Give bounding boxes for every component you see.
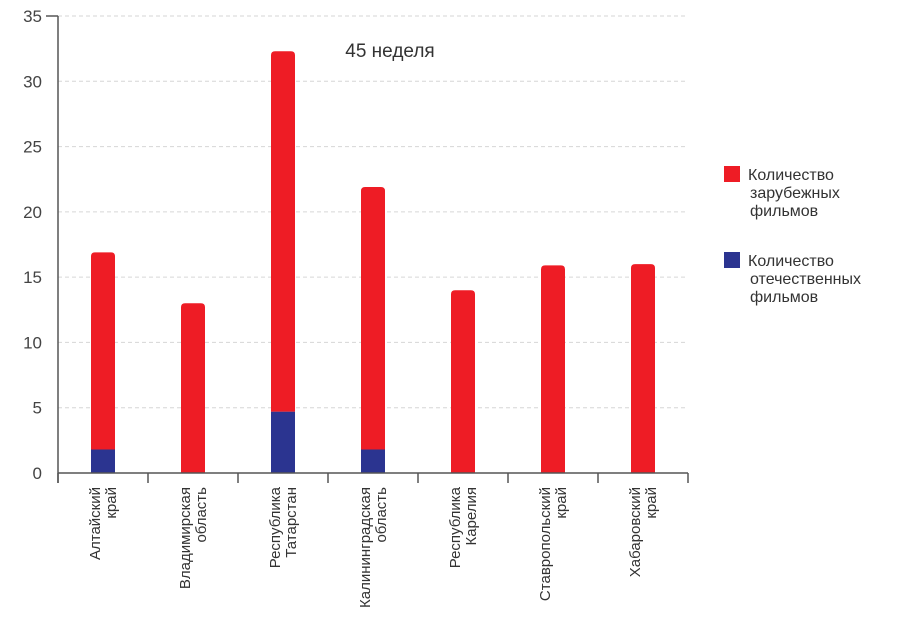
y-tick-label: 30 — [23, 72, 42, 91]
category-label-line: край — [103, 487, 120, 519]
bar-segment — [271, 51, 295, 412]
bar-segment — [451, 290, 475, 473]
y-tick-label: 25 — [23, 138, 42, 157]
category-label-line: Алтайский — [87, 487, 104, 560]
legend-label: Количество — [748, 253, 834, 270]
legend-label: Количество — [748, 167, 834, 184]
x-category-labels: Алтайский край Владимирская область Республи… — [87, 486, 660, 608]
legend-label: фильмов — [750, 289, 818, 306]
y-tick-label: 15 — [23, 268, 42, 287]
category-label: Республика Татарстан — [267, 486, 300, 568]
category-label-line: Республика — [447, 486, 464, 568]
bar-segment — [91, 449, 115, 473]
bar-segment — [181, 303, 205, 473]
legend: КоличествозарубежныхфильмовКоличествооте… — [724, 166, 861, 306]
category-label-line: Хабаровский — [627, 487, 644, 577]
bar-segment — [361, 187, 385, 450]
category-label: Владимирская область — [177, 487, 210, 589]
category-label-line: Республика — [267, 486, 284, 568]
bar-segment — [541, 265, 565, 473]
category-label-line: область — [373, 487, 390, 543]
legend-swatch — [724, 252, 740, 268]
category-label-line: край — [643, 487, 660, 519]
bars — [91, 51, 655, 473]
axes — [46, 15, 689, 483]
category-label-line: область — [193, 487, 210, 543]
y-tick-label: 0 — [33, 464, 42, 483]
y-tick-labels: 0 5 10 15 20 25 30 35 — [23, 7, 42, 483]
category-label: Республика Карелия — [447, 486, 480, 568]
category-label-line: Калининградская — [357, 487, 374, 608]
chart-title: 45 неделя — [345, 41, 434, 62]
bar-segment — [91, 252, 115, 450]
category-label: Алтайский край — [87, 487, 120, 560]
legend-label: зарубежных — [750, 185, 840, 202]
category-label: Ставропольский край — [537, 487, 570, 601]
y-tick-label: 10 — [23, 333, 42, 352]
bar-segment — [631, 264, 655, 473]
y-tick-label: 5 — [33, 399, 42, 418]
legend-label: отечественных — [750, 271, 861, 288]
y-tick-label: 20 — [23, 203, 42, 222]
category-label-line: край — [553, 487, 570, 519]
category-label-line: Карелия — [463, 487, 480, 546]
bar-segment — [271, 411, 295, 473]
legend-swatch — [724, 166, 740, 182]
category-label-line: Татарстан — [283, 487, 300, 558]
y-tick-label: 35 — [23, 7, 42, 26]
category-label: Хабаровский край — [627, 487, 660, 577]
bar-segment — [361, 449, 385, 473]
category-label-line: Ставропольский — [537, 487, 554, 601]
category-label-line: Владимирская — [177, 487, 194, 589]
legend-label: фильмов — [750, 203, 818, 220]
category-label: Калининградская область — [357, 487, 390, 608]
